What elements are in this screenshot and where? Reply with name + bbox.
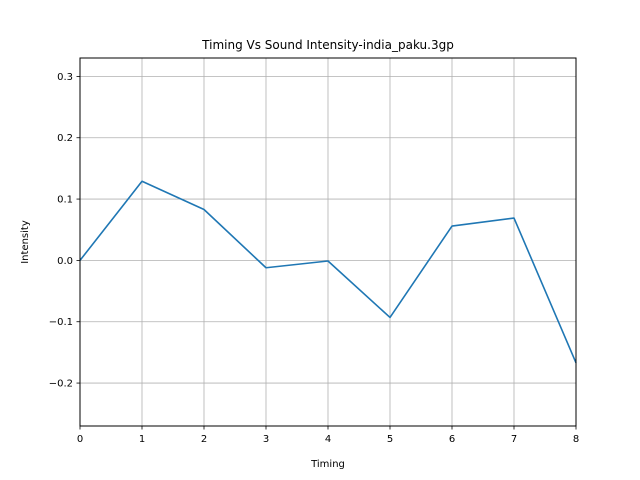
x-axis-label: Timing (310, 459, 345, 470)
x-tick-label: 2 (201, 434, 207, 445)
y-tick-label: 0.0 (57, 256, 73, 267)
x-tick-label: 3 (263, 434, 269, 445)
y-axis-ticks: −0.2 −0.1 0.0 0.1 0.2 0.3 (49, 72, 80, 390)
y-axis-label: Intensity (20, 220, 31, 264)
x-tick-label: 7 (511, 434, 517, 445)
x-tick-label: 5 (387, 434, 393, 445)
series-layer (79, 180, 577, 364)
x-tick-label: 6 (449, 434, 455, 445)
y-tick-label: 0.1 (57, 195, 73, 206)
y-tick-label: −0.1 (49, 317, 73, 328)
x-tick-label: 0 (77, 434, 83, 445)
y-tick-label: 0.3 (57, 72, 73, 83)
y-tick-label: 0.2 (57, 133, 73, 144)
x-tick-label: 1 (139, 434, 145, 445)
series-line (79, 180, 577, 364)
chart-title: Timing Vs Sound Intensity-india_paku.3gp (201, 38, 454, 52)
x-tick-label: 4 (325, 434, 331, 445)
y-tick-label: −0.2 (49, 379, 73, 390)
x-tick-label: 8 (573, 434, 579, 445)
x-axis-ticks: 0 1 2 3 4 5 6 7 8 (77, 426, 579, 445)
